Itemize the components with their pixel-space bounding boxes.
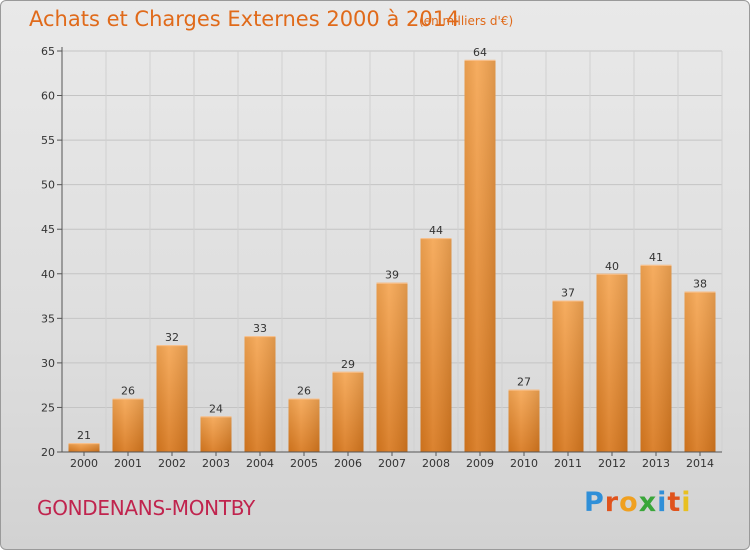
bar-shade [596,273,628,452]
y-tick-label: 40 [41,268,55,281]
logo-letter: x [638,487,658,518]
bar-value-label: 21 [77,429,91,442]
y-tick-label: 60 [41,90,55,103]
x-tick-label: 2004 [246,457,274,470]
bar-value-label: 41 [649,251,663,264]
bar-value-label: 64 [473,46,487,59]
bar-value-label: 33 [253,322,267,335]
logo-letter: i [681,487,692,518]
y-tick-label: 45 [41,223,55,236]
bar-value-label: 40 [605,260,619,273]
logo-letter: i [657,487,668,518]
x-tick-label: 2013 [642,457,670,470]
bar-value-label: 32 [165,331,179,344]
bar-shade [376,282,408,452]
y-tick-label: 20 [41,446,55,459]
x-tick-label: 2008 [422,457,450,470]
logo-letter: o [619,487,639,518]
bar-shade [200,416,232,452]
y-tick-label: 65 [41,45,55,58]
x-tick-label: 2000 [70,457,98,470]
bar-value-label: 27 [517,376,531,389]
bar-value-label: 26 [297,385,311,398]
x-tick-label: 2001 [114,457,142,470]
bar-value-label: 44 [429,224,443,237]
bar-shade [420,238,452,452]
bar-shade [156,345,188,452]
logo-letter: r [604,487,620,518]
x-tick-label: 2012 [598,457,626,470]
x-tick-label: 2005 [290,457,318,470]
bar-value-label: 37 [561,287,575,300]
x-tick-label: 2006 [334,457,362,470]
bar-value-label: 39 [385,269,399,282]
bars [68,59,716,453]
y-tick-label: 30 [41,357,55,370]
bar-shade [464,59,496,453]
axes [57,47,722,456]
x-tick-label: 2007 [378,457,406,470]
y-tick-label: 35 [41,312,55,325]
chart-title: Achats et Charges Externes 2000 à 2014 [29,7,460,31]
bar-shade [684,291,716,452]
chart-subtitle: (en milliers d'€) [419,14,514,28]
y-tick-label: 25 [41,401,55,414]
bar-value-label: 38 [693,278,707,291]
x-tick-label: 2009 [466,457,494,470]
logo-letter: t [667,487,682,518]
bar-shade [68,443,100,452]
x-tick-label: 2003 [202,457,230,470]
bar-shade [508,389,540,452]
bar-shade [112,398,144,452]
logo-letter: P [584,487,605,518]
bar-shade [244,336,276,452]
bar-shade [552,300,584,452]
bar-shade [288,398,320,452]
bar-shade [640,264,672,452]
bar-value-label: 26 [121,385,135,398]
x-tick-label: 2002 [158,457,186,470]
proxiti-logo: Proxiti [584,487,692,518]
commune-name: GONDENANS-MONTBY [37,496,255,520]
y-tick-label: 50 [41,179,55,192]
bar-value-label: 29 [341,358,355,371]
y-tick-label: 55 [41,134,55,147]
x-tick-label: 2014 [686,457,714,470]
bar-value-label: 24 [209,402,223,415]
x-tick-label: 2011 [554,457,582,470]
bar-shade [332,371,364,452]
labels: 20 25 30 35 40 45 50 55 60 65 21 2000 26 2001 32 2002 24… [41,45,714,470]
x-tick-label: 2010 [510,457,538,470]
